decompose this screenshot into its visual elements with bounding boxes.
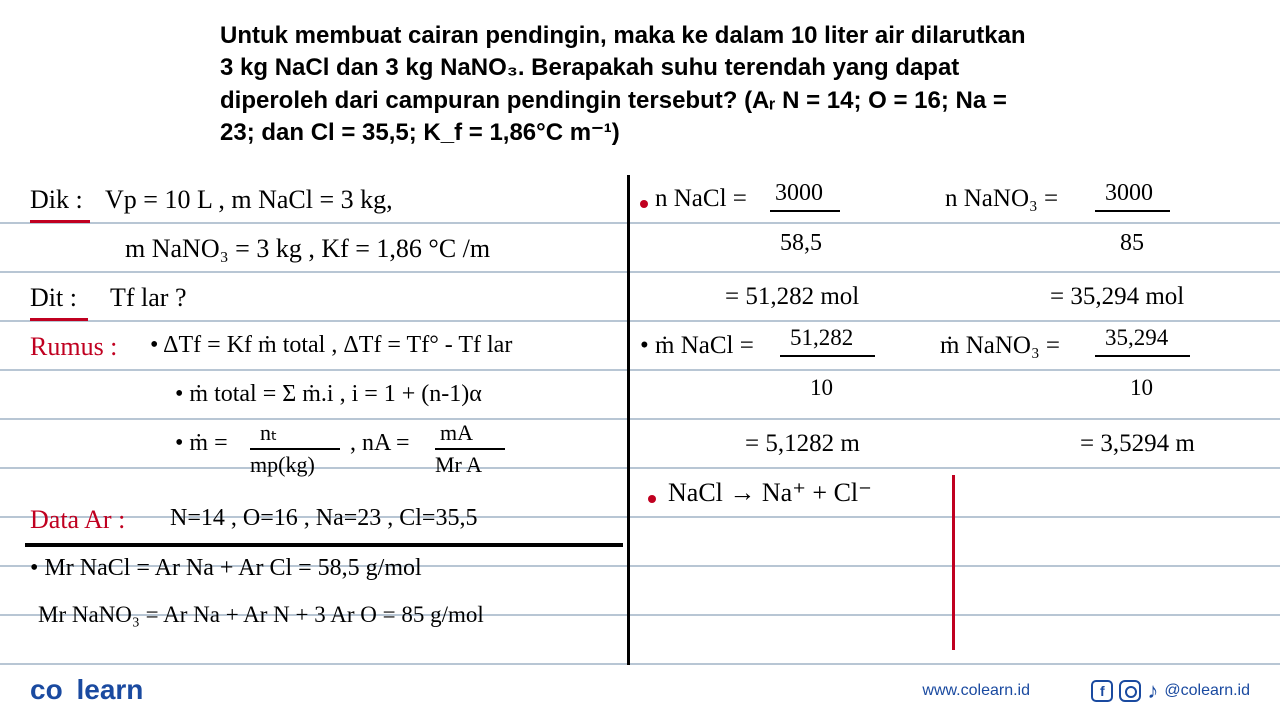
social-handle: @colearn.id — [1164, 682, 1250, 700]
mnano3-num: 35,294 — [1105, 325, 1168, 351]
nnacl-num: 3000 — [775, 180, 823, 207]
rumus-3a: • ṁ = — [175, 430, 228, 457]
dik-label: Dik : — [30, 185, 83, 215]
r3a-den: mp(kg) — [250, 452, 315, 478]
mnacl-label: • ṁ NaCl = — [640, 332, 754, 360]
bullet-rxn — [648, 495, 656, 503]
mnacl-res: = 5,1282 m — [745, 430, 860, 458]
bullet-1 — [640, 200, 648, 208]
r3b-den: Mr A — [435, 452, 482, 478]
brand-co: co — [30, 674, 63, 705]
data-ar-label: Data Ar : — [30, 505, 125, 535]
dik-line1: Vp = 10 L , m NaCl = 3 kg, — [105, 185, 393, 215]
dit-underline — [30, 318, 88, 321]
mnano3-res: = 3,5294 m — [1080, 430, 1195, 458]
question-text: Untuk membuat cairan pendingin, maka ke … — [220, 20, 1040, 150]
site-url: www.colearn.id — [922, 682, 1030, 700]
rumus-3b: , nA = — [350, 430, 410, 457]
data-ar-values: N=14 , O=16 , Na=23 , Cl=35,5 — [170, 505, 477, 532]
mnacl-den: 10 — [810, 375, 833, 401]
social-icons: f ♪ @colearn.id — [1091, 678, 1250, 704]
mnacl-fracline — [780, 355, 875, 357]
brand-logo: co learn — [30, 674, 143, 706]
nnacl-res: = 51,282 mol — [725, 283, 859, 311]
nnano3-res: = 35,294 mol — [1050, 283, 1184, 311]
dik-line2: m NaNO₃ = 3 kg , Kf = 1,86 °C /m — [125, 234, 490, 264]
nnano3-label: n NaNO₃ = — [945, 185, 1058, 213]
instagram-icon — [1119, 680, 1141, 702]
r3a-num: nₜ — [260, 420, 278, 446]
mnano3-den: 10 — [1130, 375, 1153, 401]
nnacl-den: 58,5 — [780, 230, 822, 257]
dit-value: Tf lar ? — [110, 283, 187, 313]
tiktok-icon: ♪ — [1147, 678, 1158, 704]
reaction: NaCl → Na⁺ + Cl⁻ — [668, 478, 872, 508]
mr-nacl: • Mr NaCl = Ar Na + Ar Cl = 58,5 g/mol — [30, 555, 422, 582]
brand-learn: learn — [76, 674, 143, 705]
mr-nano3: Mr NaNO₃ = Ar Na + Ar N + 3 Ar O = 85 g/… — [38, 602, 484, 628]
data-ar-underline — [25, 543, 623, 547]
mnacl-num: 51,282 — [790, 325, 853, 351]
vertical-divider — [627, 175, 630, 665]
nnano3-den: 85 — [1120, 230, 1144, 257]
mnano3-label: ṁ NaNO₃ = — [940, 332, 1060, 360]
footer: co learn www.colearn.id f ♪ @colearn.id — [0, 676, 1280, 706]
rumus-2: • ṁ total = Σ ṁ.i , i = 1 + (n-1)α — [175, 381, 482, 408]
nnano3-num: 3000 — [1105, 180, 1153, 207]
dik-underline — [30, 220, 90, 223]
rumus-1: • ΔTf = Kf ṁ total , ΔTf = Tf° - Tf lar — [150, 332, 512, 359]
rumus-label: Rumus : — [30, 332, 117, 362]
nnano3-fracline — [1095, 210, 1170, 212]
facebook-icon: f — [1091, 680, 1113, 702]
nnacl-label: n NaCl = — [655, 185, 747, 213]
r3a-fracline — [250, 448, 340, 450]
red-vertical-mark — [952, 475, 955, 650]
nnacl-fracline — [770, 210, 840, 212]
r3b-fracline — [435, 448, 505, 450]
mnano3-fracline — [1095, 355, 1190, 357]
dit-label: Dit : — [30, 283, 77, 313]
r3b-num: mA — [440, 420, 473, 446]
